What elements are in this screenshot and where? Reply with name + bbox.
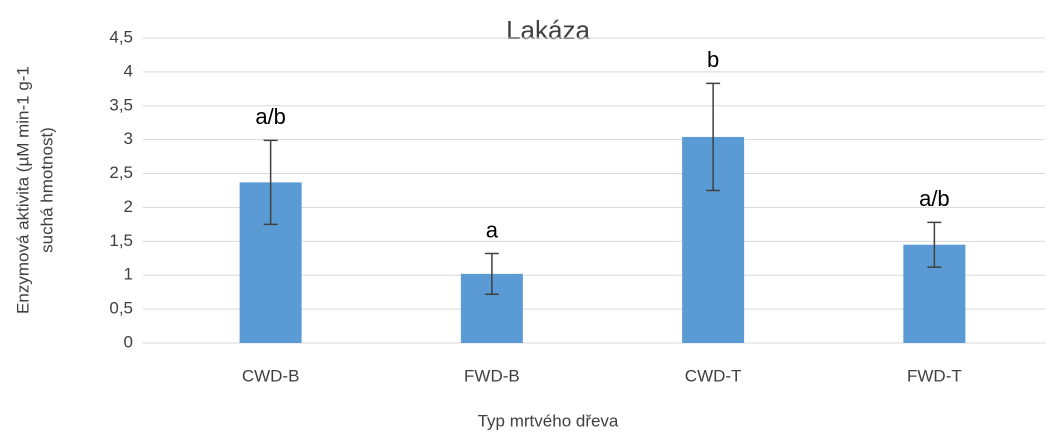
x-tick-label: CWD-T [685,366,742,385]
y-axis-label: suchá hmotnost) [37,127,56,253]
x-axis-label: Typ mrtvého dřeva [478,411,619,430]
x-tick-label: FWD-B [464,366,520,385]
annotation: a [486,217,499,242]
y-tick-label: 0 [124,332,133,351]
y-tick-label: 1,5 [109,231,133,250]
y-tick-label: 2,5 [109,163,133,182]
y-tick-label: 4,5 [109,27,133,46]
chart-title: Lakáza [506,15,590,45]
annotation: b [707,47,719,72]
y-tick-label: 0,5 [109,299,133,318]
y-tick-label: 2 [124,197,133,216]
y-tick-label: 3,5 [109,95,133,114]
y-tick-label: 3 [124,129,133,148]
y-tick-label: 4 [124,61,133,80]
annotation: a/b [255,104,286,129]
error-bar [927,221,942,268]
error-bar [484,252,499,295]
error-bar [706,82,721,192]
y-tick-label: 1 [124,265,133,284]
annotation: a/b [919,186,950,211]
error-bar [263,139,278,226]
x-tick-label: FWD-T [907,366,962,385]
x-tick-label: CWD-B [242,366,300,385]
y-axis-label: Enzymová aktivita (µM min-1 g-1 [13,66,32,314]
